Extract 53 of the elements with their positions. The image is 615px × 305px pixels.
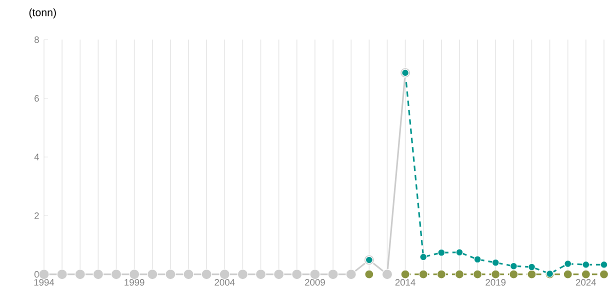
y-tick-label: 8: [34, 36, 39, 43]
x-tick-label: 2019: [486, 279, 506, 286]
x-tick-label: 1999: [124, 279, 144, 286]
point: [201, 268, 212, 280]
point: [582, 260, 590, 268]
point: [92, 268, 104, 280]
point: [491, 270, 500, 279]
x-tick-label: 2009: [305, 279, 325, 286]
point: [599, 270, 609, 279]
point: [219, 268, 230, 280]
point: [255, 268, 266, 280]
point: [456, 248, 464, 256]
point: [527, 270, 536, 279]
point: [382, 268, 393, 280]
point: [510, 262, 518, 270]
point: [472, 270, 482, 279]
point: [346, 268, 356, 280]
point: [474, 256, 482, 264]
point: [128, 268, 140, 280]
point: [74, 268, 86, 280]
x-tick-label: 2024: [576, 279, 596, 286]
y-tick-label: 6: [34, 95, 39, 102]
point: [310, 268, 320, 280]
point: [292, 268, 302, 280]
point: [509, 270, 518, 279]
y-tick-label: 2: [34, 212, 39, 219]
x-tick-label: 2014: [395, 279, 416, 286]
point: [364, 270, 374, 279]
x-tick-label: 1994: [34, 279, 54, 286]
point: [581, 270, 591, 279]
point: [110, 268, 122, 280]
point: [237, 268, 248, 280]
y-tick-label: 0: [34, 271, 39, 278]
y-tick-label: 4: [34, 154, 40, 160]
point: [328, 268, 338, 280]
point: [165, 268, 176, 280]
point: [528, 263, 536, 271]
point: [273, 268, 284, 280]
point: [454, 270, 464, 279]
point: [563, 270, 572, 279]
point: [600, 260, 608, 268]
y-axis-title: (tonn): [29, 8, 56, 18]
point: [564, 260, 572, 268]
point: [146, 268, 158, 280]
point: [183, 268, 194, 280]
point: [492, 258, 500, 266]
point: [420, 253, 428, 261]
point: [400, 270, 410, 279]
point: [418, 270, 428, 279]
point: [436, 270, 446, 279]
point: [56, 268, 68, 280]
x-tick-label: 2004: [214, 279, 235, 286]
point: [438, 248, 446, 256]
